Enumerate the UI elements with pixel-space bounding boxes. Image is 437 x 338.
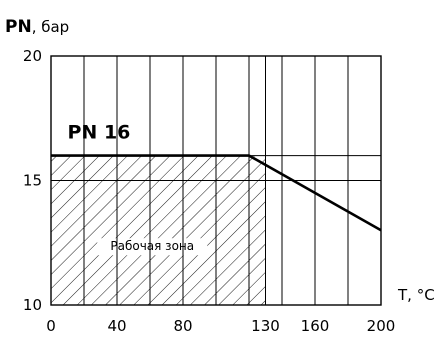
y-tick-label: 15	[23, 172, 42, 190]
x-tick-label: 160	[301, 317, 330, 335]
series-layer: PN 16	[51, 122, 382, 232]
plot-frame	[50, 55, 382, 306]
y-axis-title: PN, бар	[5, 17, 69, 37]
working-zone-label-background	[97, 238, 208, 256]
x-axis-title: T, °C	[397, 286, 435, 304]
x-tick-label: 0	[46, 317, 56, 335]
series-label: PN 16	[68, 122, 131, 144]
x-tick-label: 40	[107, 317, 126, 335]
y-tick-label: 20	[23, 47, 42, 65]
working-zone-area	[51, 155, 266, 305]
y-axis-title-main: PN	[5, 17, 32, 37]
working-zone-label: Рабочая зона	[110, 239, 194, 253]
x-tick-labels: 0 40 80 130 160 200	[46, 317, 395, 335]
x-tick-label: 80	[173, 317, 192, 335]
y-tick-label: 10	[23, 296, 42, 314]
y-axis-title-unit: , бар	[32, 18, 70, 36]
x-tick-label: 200	[367, 317, 396, 335]
plot-border	[50, 55, 382, 306]
series-line	[51, 154, 382, 232]
y-tick-labels: 10 15 20	[23, 47, 42, 314]
x-tick-label: 130	[251, 317, 280, 335]
working-zone-hatch-layer: Рабочая зона	[51, 155, 266, 305]
